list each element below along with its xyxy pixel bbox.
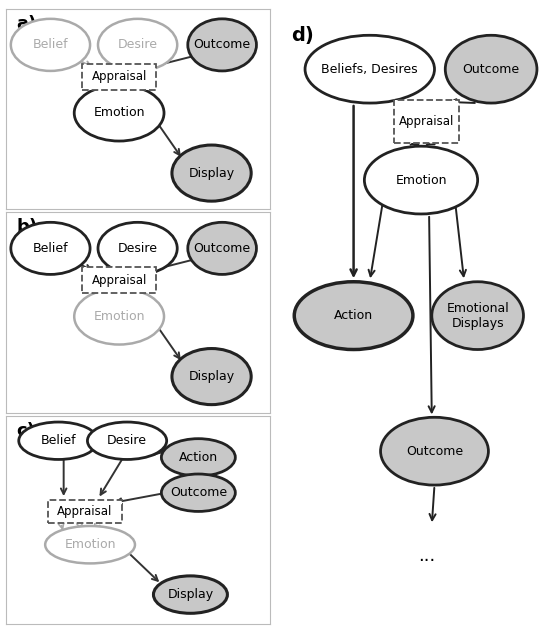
Text: Emotion: Emotion xyxy=(64,538,116,551)
Ellipse shape xyxy=(45,526,135,563)
Ellipse shape xyxy=(11,19,90,71)
FancyBboxPatch shape xyxy=(394,100,459,143)
Text: ...: ... xyxy=(418,547,435,565)
Text: Display: Display xyxy=(167,588,214,601)
Text: Appraisal: Appraisal xyxy=(91,71,147,83)
Text: Emotion: Emotion xyxy=(93,106,145,120)
Ellipse shape xyxy=(432,282,523,350)
Text: Desire: Desire xyxy=(118,38,157,52)
Ellipse shape xyxy=(188,19,256,71)
Text: Outcome: Outcome xyxy=(170,486,227,499)
Text: Beliefs, Desires: Beliefs, Desires xyxy=(321,62,418,76)
Ellipse shape xyxy=(11,222,90,275)
Text: Outcome: Outcome xyxy=(193,242,251,255)
Text: Emotion: Emotion xyxy=(395,174,447,186)
FancyBboxPatch shape xyxy=(82,267,156,294)
Ellipse shape xyxy=(87,422,167,459)
Ellipse shape xyxy=(161,438,235,476)
Text: Belief: Belief xyxy=(41,434,76,447)
Ellipse shape xyxy=(75,289,164,345)
Text: Action: Action xyxy=(179,451,218,464)
Text: Outcome: Outcome xyxy=(193,38,251,52)
Ellipse shape xyxy=(98,19,177,71)
Text: Emotion: Emotion xyxy=(93,310,145,323)
Ellipse shape xyxy=(294,282,413,350)
Text: b): b) xyxy=(16,219,37,236)
Text: Belief: Belief xyxy=(33,242,68,255)
Text: Appraisal: Appraisal xyxy=(399,115,454,128)
Ellipse shape xyxy=(380,417,488,485)
Ellipse shape xyxy=(305,35,434,103)
Text: Appraisal: Appraisal xyxy=(91,274,147,287)
Ellipse shape xyxy=(98,222,177,275)
Text: Display: Display xyxy=(188,166,235,180)
Ellipse shape xyxy=(364,146,478,214)
Text: a): a) xyxy=(16,15,36,33)
Ellipse shape xyxy=(161,474,235,512)
FancyBboxPatch shape xyxy=(82,64,156,90)
Text: Desire: Desire xyxy=(107,434,147,447)
Ellipse shape xyxy=(19,422,98,459)
FancyBboxPatch shape xyxy=(48,500,122,523)
Text: Outcome: Outcome xyxy=(463,62,520,76)
Text: Belief: Belief xyxy=(33,38,68,52)
Text: Appraisal: Appraisal xyxy=(57,505,112,518)
Ellipse shape xyxy=(172,145,251,201)
Ellipse shape xyxy=(445,35,537,103)
Ellipse shape xyxy=(172,348,251,404)
Text: c): c) xyxy=(16,422,35,440)
Text: Emotional
Displays: Emotional Displays xyxy=(446,302,509,329)
Text: Outcome: Outcome xyxy=(406,445,463,457)
Text: Action: Action xyxy=(334,309,373,322)
Text: Display: Display xyxy=(188,370,235,383)
Text: d): d) xyxy=(291,26,314,45)
Ellipse shape xyxy=(75,85,164,141)
Ellipse shape xyxy=(153,576,227,614)
Ellipse shape xyxy=(188,222,256,275)
Text: Desire: Desire xyxy=(118,242,157,255)
